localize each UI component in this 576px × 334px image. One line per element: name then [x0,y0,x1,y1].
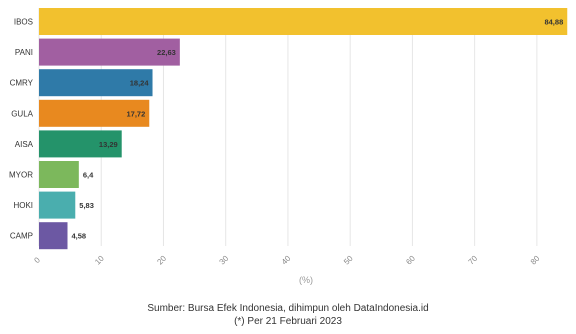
date-note: (*) Per 21 Februari 2023 [234,316,342,327]
source-footer: Sumber: Bursa Efek Indonesia, dihimpun o… [0,302,576,328]
category-labels: IBOS PANI CMRY GULA AISA MYOR HOKI CAMP [9,18,34,241]
value-label: 5,83 [79,201,94,210]
value-label: 4,58 [72,232,87,241]
category-label: CMRY [10,79,34,88]
x-tick-label: 60 [404,254,417,267]
value-label: 22,63 [157,48,176,57]
bar-hoki [39,191,76,219]
x-tick-label: 30 [218,254,231,267]
value-labels: 84,88 22,63 18,24 17,72 13,29 6,4 5,83 4,58 [72,18,564,241]
source-text: Sumber: Bursa Efek Indonesia, dihimpun o… [147,303,429,314]
x-tick-label: 50 [342,254,355,267]
value-label: 13,29 [99,140,118,149]
category-label: MYOR [9,171,33,180]
x-tick-label: 40 [280,254,293,267]
x-tick-label: 10 [93,254,106,267]
value-label: 84,88 [544,18,563,27]
bar-myor [39,161,79,188]
x-tick-label: 0 [32,255,42,265]
category-label: IBOS [14,18,33,27]
x-tick-label: 70 [467,254,480,267]
x-tick-label: 80 [529,254,542,267]
bar-pani [39,38,180,66]
bar-aisa [39,130,122,158]
category-label: CAMP [10,232,33,241]
category-label: PANI [15,48,33,57]
value-label: 6,4 [83,171,94,180]
bar-ibos [39,8,568,35]
category-label: GULA [11,109,33,118]
value-label: 18,24 [130,79,150,88]
bars [39,8,568,250]
x-tick-labels: 0 10 20 30 40 50 60 70 80 [32,254,541,267]
category-label: HOKI [13,201,33,210]
bar-chart: IBOS PANI CMRY GULA AISA MYOR HOKI CAMP 84,88 22… [9,8,568,285]
x-axis-title: (%) [299,275,313,285]
x-tick-label: 20 [155,254,168,267]
category-label: AISA [15,140,34,149]
bar-cmry [39,69,153,97]
value-label: 17,72 [126,109,145,118]
bar-gula [39,99,150,127]
bar-camp [39,222,68,250]
